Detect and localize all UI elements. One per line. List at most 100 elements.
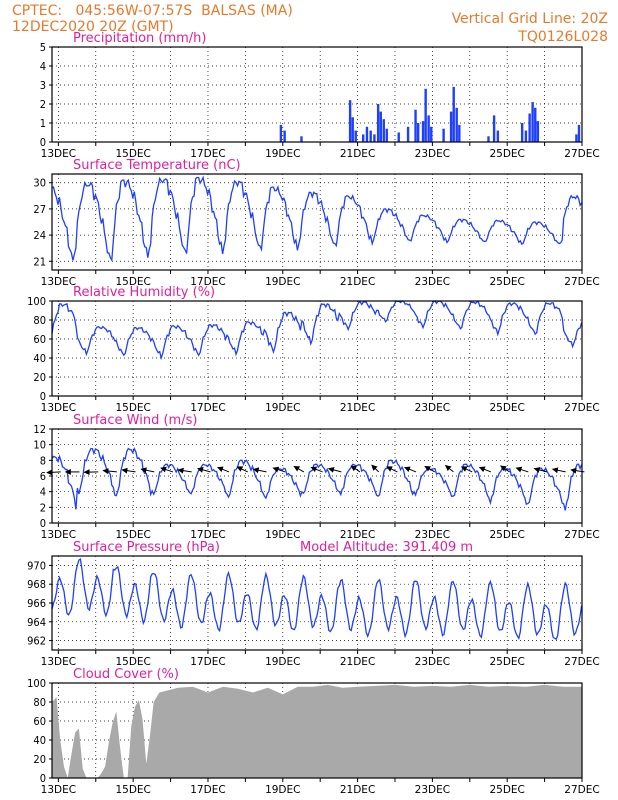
y-tick-label: 964	[27, 616, 46, 629]
y-tick-label: 20	[33, 753, 46, 766]
wind-arrow	[533, 467, 548, 473]
cloud-area	[52, 684, 582, 778]
x-tick-label: 25DEC	[489, 529, 524, 541]
y-tick-label: 12	[33, 423, 46, 436]
wind-arrow	[177, 467, 192, 474]
y-tick-label: 968	[27, 578, 46, 591]
panel-frame	[51, 173, 583, 271]
panel-frame	[51, 300, 583, 397]
x-tick-label: 17DEC	[190, 402, 225, 414]
x-tick-label: 19DEC	[265, 402, 300, 414]
x-tick-label: 25DEC	[489, 656, 524, 668]
precip-bar	[449, 111, 453, 142]
precip-bar	[424, 88, 427, 142]
temp-line	[51, 175, 583, 263]
y-tick-label: 3	[40, 79, 46, 92]
y-tick-label: 27	[33, 203, 46, 216]
precip-bar	[524, 130, 528, 142]
wind-arrow	[236, 466, 248, 473]
precip-bar	[427, 115, 430, 142]
wind-arrow	[272, 466, 286, 473]
y-tick-label: 24	[33, 229, 46, 242]
precip-bar	[397, 132, 400, 142]
wind-arrow	[478, 466, 492, 473]
wind-arrow	[46, 469, 61, 476]
x-tick-label: 27DEC	[564, 784, 599, 796]
y-tick-label: 60	[33, 715, 46, 728]
precip-bar	[492, 115, 496, 142]
precip-bar	[416, 123, 420, 142]
x-tick-label: 19DEC	[265, 148, 300, 160]
y-tick-label: 0	[40, 390, 46, 403]
precip-bar	[452, 86, 455, 142]
precip-bar	[348, 100, 352, 142]
panel-title: Relative Humidity (%)	[73, 285, 215, 300]
panel-frame	[51, 682, 583, 779]
wind-arrow	[217, 466, 230, 473]
y-tick-label: 0	[40, 517, 46, 530]
y-tick-label: 80	[33, 314, 46, 327]
x-tick-label: 27DEC	[564, 656, 599, 668]
precip-bar	[520, 123, 524, 142]
wind-arrow	[404, 466, 417, 473]
panel-temp: Surface Temperature (nC) 21 24 27 30 13DEC 15D…	[33, 158, 599, 288]
precip-bar	[354, 130, 357, 142]
precip-bar	[361, 134, 365, 142]
x-tick-label: 15DEC	[115, 784, 150, 796]
precip-bar	[379, 111, 382, 142]
x-tick-label: 17DEC	[190, 148, 225, 160]
y-tick-label: 10	[33, 439, 46, 452]
x-tick-label: 17DEC	[190, 784, 225, 796]
x-tick-label: 13DEC	[41, 276, 76, 288]
precip-bar	[458, 124, 461, 142]
panel-title: Precipitation (mm/h)	[73, 31, 206, 46]
x-tick-label: 25DEC	[489, 784, 524, 796]
pres-line	[51, 557, 583, 641]
wind-arrow	[371, 464, 380, 473]
y-tick-label: 40	[33, 352, 46, 365]
wind-arrow	[140, 467, 155, 474]
x-tick-label: 27DEC	[564, 402, 599, 414]
header-model-id: TQ0126L028	[517, 29, 608, 45]
precip-bar	[373, 134, 376, 142]
wind-arrow	[310, 466, 323, 473]
x-tick-label: 15DEC	[115, 402, 150, 414]
panel-cloud: Cloud Cover (%) 0 20 40 60 80 100 13DEC 15DEC 17D…	[27, 667, 600, 796]
wind-arrow	[252, 467, 267, 474]
y-tick-label: 2	[40, 501, 46, 514]
y-tick-label: 21	[33, 255, 46, 268]
precip-bar	[430, 126, 433, 142]
header-station: CPTEC: 045:56W-07:57S BALSAS (MA)	[12, 3, 293, 19]
panel-rh: Relative Humidity (%) 0 20 40 60 80 100 13DEC 15…	[27, 285, 600, 414]
y-tick-label: 2	[40, 98, 46, 111]
x-tick-label: 15DEC	[115, 656, 150, 668]
precip-bar	[365, 126, 369, 142]
precip-bar	[421, 121, 425, 142]
precip-bar	[382, 119, 385, 142]
y-tick-label: 8	[40, 454, 46, 467]
y-tick-label: 0	[40, 772, 46, 785]
x-tick-label: 27DEC	[564, 529, 599, 541]
x-tick-label: 21DEC	[340, 276, 375, 288]
y-tick-label: 962	[27, 635, 46, 648]
panel-subtitle: Model Altitude: 391.409 m	[300, 540, 473, 555]
x-tick-label: 21DEC	[340, 529, 375, 541]
x-tick-label: 19DEC	[265, 276, 300, 288]
x-tick-label: 15DEC	[115, 148, 150, 160]
precip-bar	[528, 113, 531, 142]
x-tick-label: 17DEC	[190, 276, 225, 288]
x-tick-label: 21DEC	[340, 148, 375, 160]
y-tick-label: 40	[33, 734, 46, 747]
precip-bar	[376, 104, 380, 142]
x-tick-label: 21DEC	[340, 402, 375, 414]
wind-arrow	[386, 466, 398, 473]
y-tick-label: 4	[40, 486, 46, 499]
x-tick-label: 17DEC	[190, 529, 225, 541]
wind-arrow	[102, 468, 117, 475]
x-tick-label: 17DEC	[190, 656, 225, 668]
y-tick-label: 970	[27, 559, 46, 572]
x-tick-label: 27DEC	[564, 276, 599, 288]
y-tick-label: 60	[33, 333, 46, 346]
